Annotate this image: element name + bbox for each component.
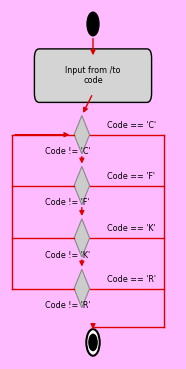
Text: Code == 'K': Code == 'K' xyxy=(107,224,155,233)
Text: Input from /to
code: Input from /to code xyxy=(65,66,121,85)
Circle shape xyxy=(86,329,100,356)
Text: Code == 'F': Code == 'F' xyxy=(107,172,155,180)
Text: Code != 'R': Code != 'R' xyxy=(45,301,90,310)
Text: Code != 'F': Code != 'F' xyxy=(45,199,89,207)
Polygon shape xyxy=(74,166,90,205)
Polygon shape xyxy=(74,115,90,154)
Polygon shape xyxy=(74,219,90,257)
Polygon shape xyxy=(74,269,90,308)
Circle shape xyxy=(89,334,97,351)
Text: Code == 'R': Code == 'R' xyxy=(107,275,156,284)
Text: Code != 'K': Code != 'K' xyxy=(45,251,90,260)
Text: Code != 'C': Code != 'C' xyxy=(45,147,90,156)
FancyBboxPatch shape xyxy=(34,49,152,102)
Text: Code == 'C': Code == 'C' xyxy=(107,121,156,130)
Circle shape xyxy=(87,12,99,36)
